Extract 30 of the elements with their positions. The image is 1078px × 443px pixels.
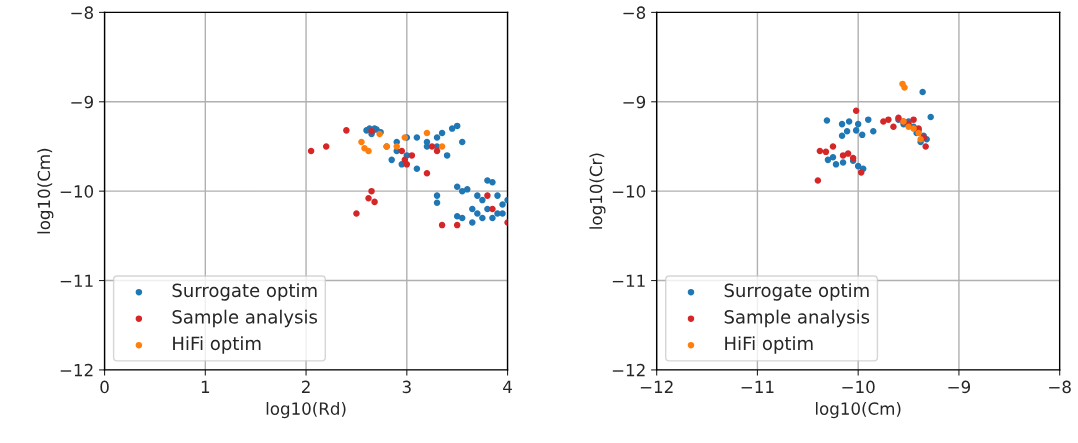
x-tick-label: −11 [741, 380, 774, 393]
x-tick-label: −9 [948, 380, 971, 394]
legend-label: Sample analysis [724, 309, 870, 328]
x-tick-label: −10 [842, 380, 875, 394]
y-tick-label: −11 [612, 274, 645, 287]
x-tick-label: −8 [1049, 380, 1071, 394]
y-tick-label: −12 [60, 363, 93, 377]
legend-label: Surrogate optim [172, 283, 317, 301]
y-tick-label: −9 [623, 95, 646, 109]
y-tick-label: −8 [71, 6, 94, 19]
x-axis-title: log10(Rd) [266, 402, 346, 419]
x-axis-title: log10(Cm) [816, 402, 901, 419]
x-tick-label: −12 [640, 380, 673, 393]
y-axis-title: log10(Cm) [37, 148, 54, 234]
y-tick-label: −12 [612, 363, 645, 377]
y-tick-label: −8 [623, 6, 646, 19]
y-tick-label: −11 [60, 274, 93, 287]
legend-label: Surrogate optim [724, 283, 869, 301]
legend-label: Sample analysis [172, 309, 318, 328]
legend-label: HiFi optim [725, 336, 813, 354]
x-tick-label: 1 [201, 380, 210, 393]
y-tick-label: −10 [612, 185, 646, 198]
legend-label: HiFi optim [173, 336, 261, 354]
x-tick-label: 0 [100, 380, 109, 394]
x-tick-label: 3 [402, 380, 411, 394]
y-tick-label: −9 [71, 95, 93, 109]
x-tick-label: 2 [301, 380, 310, 393]
y-tick-label: −10 [60, 185, 94, 198]
y-axis-title: log10(Cr) [589, 153, 606, 229]
x-tick-label: 4 [503, 380, 512, 393]
